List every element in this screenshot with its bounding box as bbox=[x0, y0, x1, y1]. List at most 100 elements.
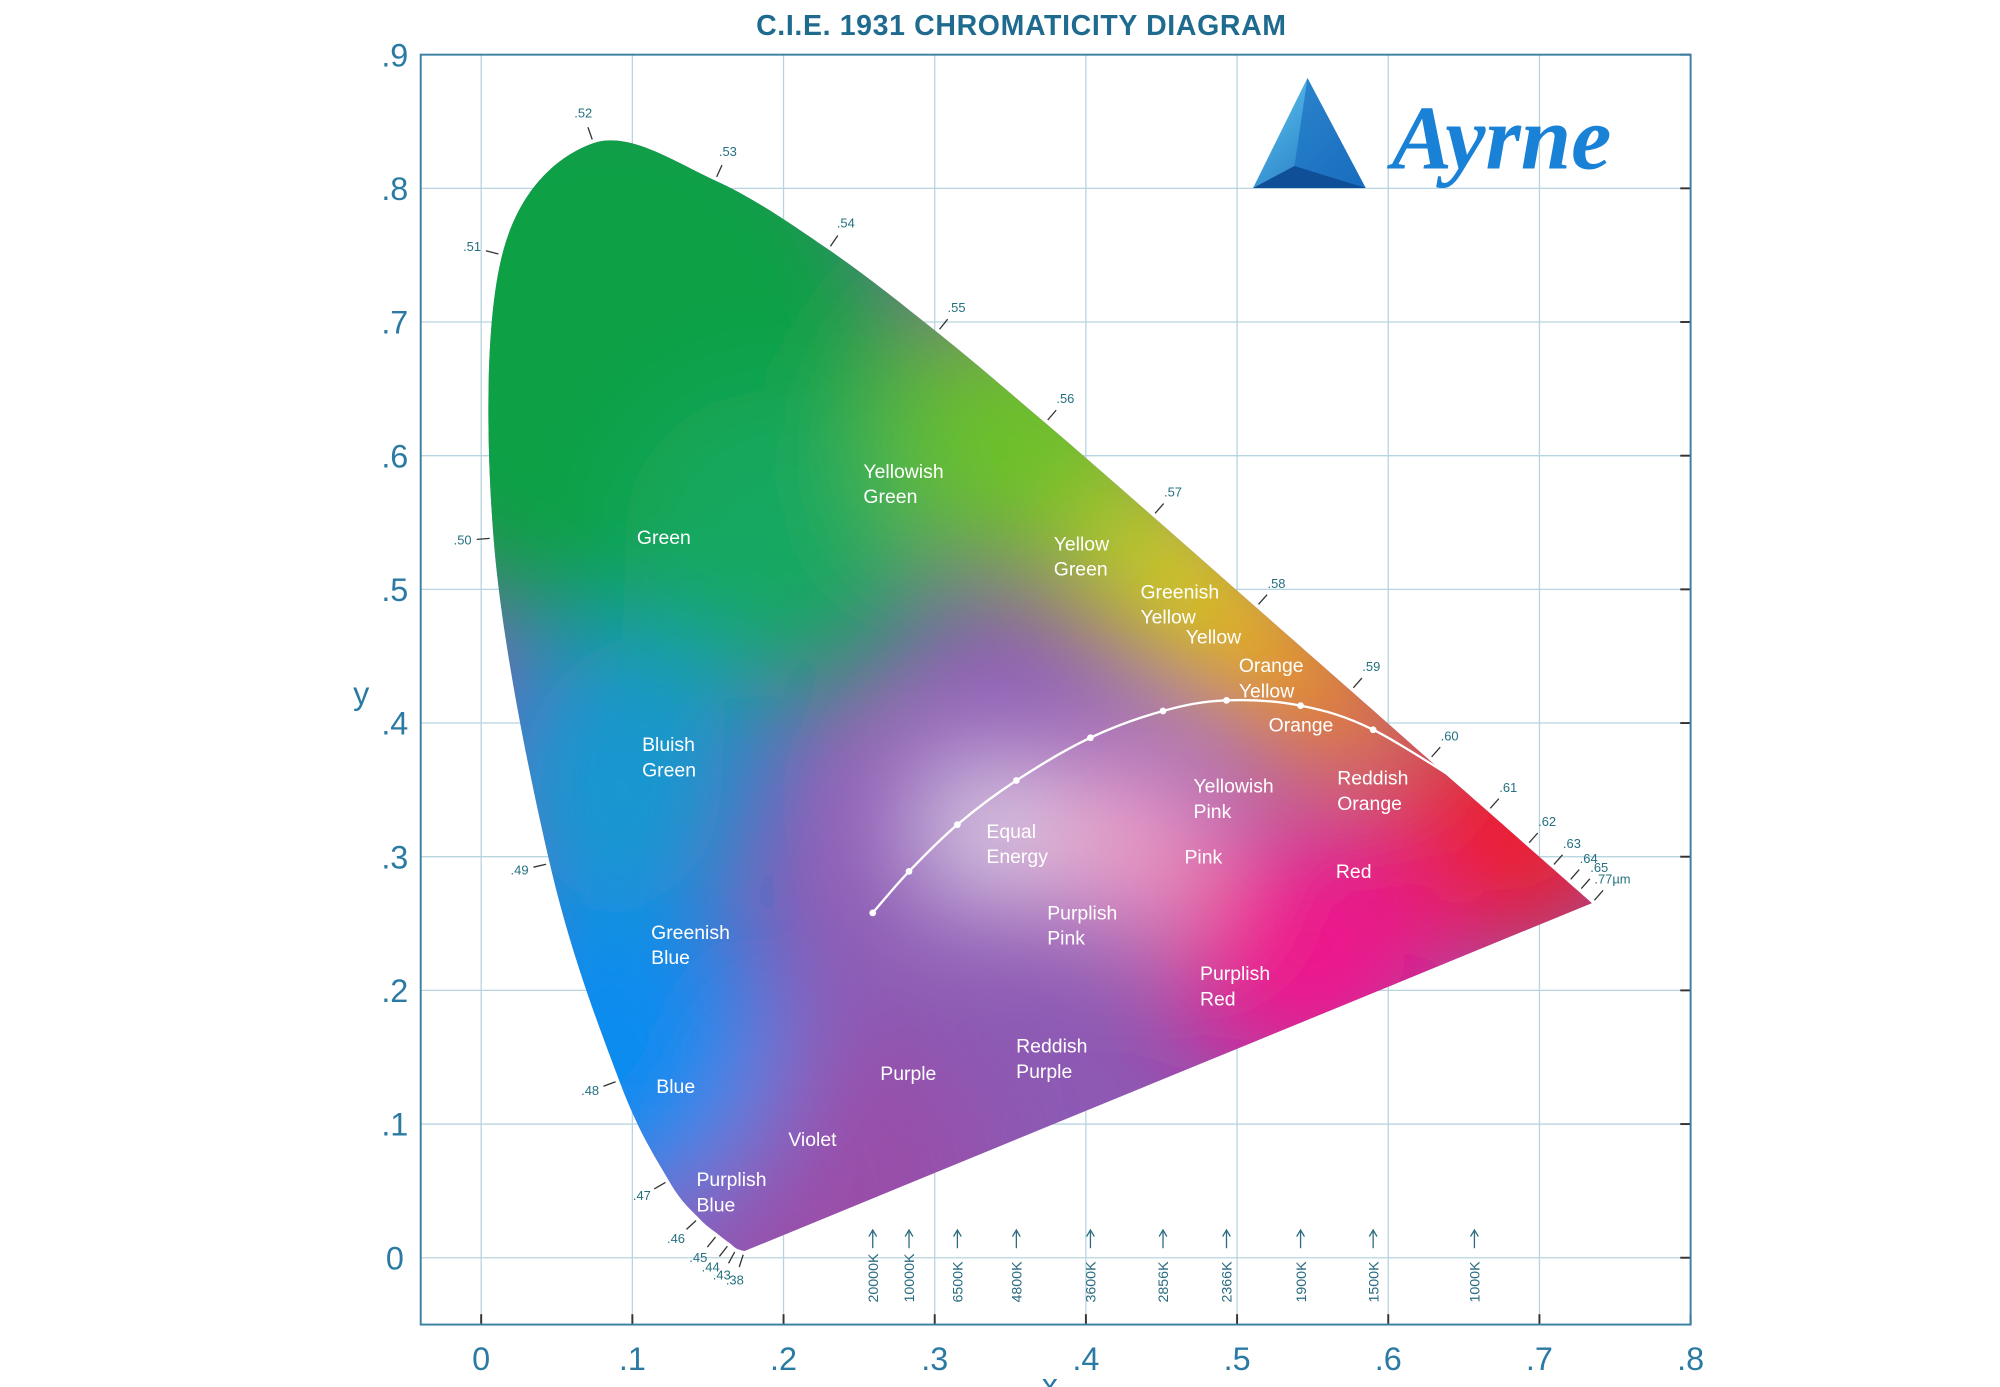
temperature-label: 1000K bbox=[1468, 1261, 1484, 1303]
wavelength-label: .43 bbox=[713, 1268, 731, 1283]
wavelength-label: .59 bbox=[1362, 659, 1380, 674]
planckian-point bbox=[1159, 707, 1167, 715]
wavelength-tick bbox=[603, 1081, 616, 1087]
wavelength-label: .55 bbox=[948, 300, 966, 315]
region-label: Purple bbox=[880, 1063, 936, 1085]
y-tick-label: .9 bbox=[381, 37, 408, 73]
wavelength-label: .54 bbox=[837, 216, 855, 231]
region-label: Red bbox=[1336, 861, 1372, 883]
wavelength-label: .46 bbox=[667, 1231, 685, 1246]
wavelength-label: .53 bbox=[719, 144, 737, 159]
x-tick-label: .3 bbox=[921, 1341, 948, 1377]
x-tick-label: 0 bbox=[472, 1341, 490, 1377]
wavelength-tick bbox=[1431, 746, 1441, 758]
region-label: Yellowish bbox=[1194, 776, 1274, 798]
region-label: Pink bbox=[1184, 847, 1222, 869]
temperature-arrowhead bbox=[1368, 1228, 1378, 1237]
region-label: Blue bbox=[651, 947, 690, 969]
wavelength-label: .48 bbox=[581, 1083, 599, 1098]
region-label: Orange bbox=[1337, 793, 1402, 815]
wavelength-tick bbox=[718, 1245, 728, 1257]
wavelength-label: .44 bbox=[702, 1260, 720, 1275]
chart-title: C.I.E. 1931 CHROMATICITY DIAGRAM bbox=[756, 10, 1287, 42]
wavelength-tick bbox=[1593, 890, 1604, 901]
y-tick-label: .4 bbox=[381, 706, 408, 742]
region-label: Green bbox=[642, 759, 696, 781]
temperature-arrowhead bbox=[904, 1228, 914, 1237]
region-label: Yellow bbox=[1239, 680, 1295, 702]
temperature-arrowhead bbox=[1085, 1228, 1095, 1237]
wavelength-label: .51 bbox=[463, 239, 481, 254]
region-label: Pink bbox=[1047, 928, 1085, 950]
wavelength-tick bbox=[1553, 854, 1563, 865]
x-tick-label: .4 bbox=[1072, 1341, 1099, 1377]
wavelength-label: .57 bbox=[1164, 485, 1182, 500]
region-label: Reddish bbox=[1016, 1036, 1087, 1058]
region-label: Red bbox=[1200, 988, 1236, 1010]
wavelength-tick bbox=[587, 127, 593, 140]
x-tick-label: .2 bbox=[770, 1341, 797, 1377]
marks: .38.43.44.45 .46 .47 .48 .49 .50 .51 .52 .53 .54.… bbox=[454, 106, 1631, 1303]
wavelength-tick bbox=[1580, 878, 1591, 889]
temperature-label: 2366K bbox=[1220, 1261, 1236, 1303]
wavelength-tick bbox=[706, 1236, 716, 1248]
temperature-arrowhead bbox=[1222, 1228, 1231, 1237]
region-label: Orange bbox=[1239, 655, 1304, 677]
y-tick-label: .3 bbox=[381, 839, 408, 875]
region-label: Green bbox=[863, 486, 917, 508]
region-label: Energy bbox=[986, 846, 1048, 868]
wavelength-label: .65 bbox=[1590, 860, 1608, 875]
wavelength-label: .61 bbox=[1499, 780, 1517, 795]
region-label: Equal bbox=[986, 821, 1036, 843]
region-label: Green bbox=[1054, 559, 1108, 581]
wavelength-tick bbox=[653, 1181, 666, 1190]
wavelength-tick bbox=[716, 164, 723, 178]
x-axis-label: x bbox=[1042, 1367, 1058, 1387]
wavelength-tick bbox=[686, 1220, 697, 1230]
grid: 0 .1 .2 .3 .4 .5 .6 .7 .8 0 .1 .2 .3 .4 .5 .6 .7 .8 .9 x y bbox=[353, 37, 1704, 1387]
wavelength-label: .63 bbox=[1563, 836, 1581, 851]
temperature-arrowhead bbox=[1296, 1228, 1306, 1237]
planckian-point bbox=[1369, 726, 1377, 734]
temperature-label: 1900K bbox=[1294, 1261, 1310, 1303]
wavelength-label: .47 bbox=[633, 1188, 651, 1203]
temperature-label: 20000K bbox=[866, 1253, 882, 1303]
temperature-label: 10000K bbox=[902, 1253, 918, 1303]
region-label: Purplish bbox=[696, 1169, 766, 1191]
planckian-point bbox=[954, 821, 961, 828]
region-label: Blue bbox=[696, 1194, 735, 1216]
x-tick-label: .1 bbox=[619, 1341, 646, 1377]
planckian-point bbox=[1471, 787, 1478, 795]
x-tick-label: .7 bbox=[1526, 1341, 1553, 1377]
wavelength-tick bbox=[738, 1254, 744, 1268]
wavelength-tick bbox=[1258, 594, 1268, 605]
region-label: Yellow bbox=[1140, 607, 1196, 629]
y-tick-label: .2 bbox=[381, 973, 408, 1009]
wavelength-tick bbox=[1528, 832, 1539, 844]
wavelength-label: .60 bbox=[1441, 728, 1459, 743]
region-label: Pink bbox=[1194, 801, 1232, 823]
planckian-locus bbox=[871, 698, 1476, 914]
temperature-label: 4800K bbox=[1010, 1261, 1026, 1303]
planckian-point bbox=[869, 909, 877, 917]
region-label: Orange bbox=[1269, 715, 1334, 737]
planckian-point bbox=[1087, 734, 1094, 742]
region-label: Greenish bbox=[651, 922, 730, 944]
wavelength-tick bbox=[939, 318, 949, 330]
region-label: Bluish bbox=[642, 734, 695, 756]
wavelength-label: .62 bbox=[1538, 814, 1556, 829]
temperature-arrowhead bbox=[1158, 1228, 1168, 1237]
wavelength-tick bbox=[727, 1251, 736, 1264]
x-tick-label: .5 bbox=[1224, 1341, 1251, 1377]
wavelength-label: .77µm bbox=[1594, 872, 1630, 887]
wavelength-label: .52 bbox=[574, 106, 592, 121]
wavelength-tick bbox=[829, 235, 839, 247]
temperature-label: 2856K bbox=[1156, 1261, 1172, 1303]
y-tick-label: .7 bbox=[381, 305, 408, 341]
temperature-label: 6500K bbox=[951, 1261, 967, 1303]
wavelength-label: .56 bbox=[1056, 391, 1074, 406]
wavelength-tick bbox=[1047, 409, 1057, 421]
y-tick-label: .8 bbox=[381, 171, 408, 207]
y-tick-label: 0 bbox=[386, 1240, 404, 1276]
